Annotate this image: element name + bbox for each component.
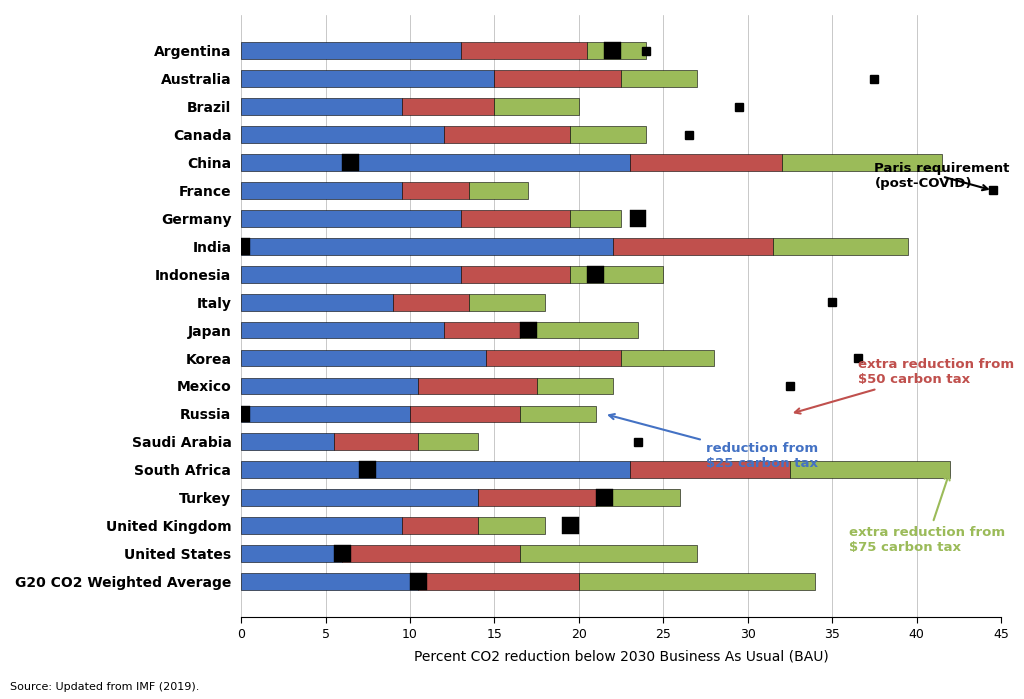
Bar (520, 322, 638, 338)
Bar (401, 182, 469, 199)
Bar (520, 545, 697, 562)
Bar (342, 154, 359, 171)
Bar (495, 71, 622, 87)
Bar (334, 433, 419, 450)
Bar (630, 210, 646, 226)
Bar (604, 43, 622, 59)
Bar (241, 489, 477, 506)
Bar (461, 43, 588, 59)
Bar (241, 461, 630, 478)
Bar (570, 210, 622, 226)
Bar (537, 377, 612, 394)
Bar (241, 71, 495, 87)
Bar (241, 433, 334, 450)
Bar (443, 127, 570, 143)
Bar (241, 182, 401, 199)
Bar (241, 405, 410, 422)
Text: extra reduction from
$50 carbon tax: extra reduction from $50 carbon tax (795, 358, 1014, 414)
Bar (241, 294, 393, 310)
Bar (401, 517, 477, 534)
Bar (630, 154, 781, 171)
Bar (241, 127, 443, 143)
Bar (410, 405, 520, 422)
Bar (469, 294, 545, 310)
Bar (334, 545, 351, 562)
Bar (419, 377, 537, 394)
Bar (241, 154, 630, 171)
Bar (241, 99, 401, 115)
Bar (443, 322, 520, 338)
Bar (630, 461, 790, 478)
Bar (241, 322, 443, 338)
Bar (419, 573, 579, 590)
Bar (241, 266, 461, 282)
Text: Paris requirement
(post-COVID): Paris requirement (post-COVID) (874, 162, 1010, 190)
Text: extra reduction from
$75 carbon tax: extra reduction from $75 carbon tax (849, 475, 1006, 554)
Bar (401, 99, 495, 115)
Bar (469, 182, 528, 199)
Bar (596, 489, 680, 506)
Bar (232, 238, 250, 254)
Bar (622, 71, 697, 87)
Bar (773, 238, 908, 254)
Bar (588, 266, 604, 282)
X-axis label: Percent CO2 reduction below 2030 Business As Usual (BAU): Percent CO2 reduction below 2030 Busines… (414, 649, 828, 663)
Bar (241, 545, 342, 562)
Bar (562, 517, 579, 534)
Bar (241, 573, 419, 590)
Bar (622, 350, 714, 366)
Bar (570, 127, 646, 143)
Bar (461, 210, 570, 226)
Bar (596, 489, 612, 506)
Bar (241, 517, 401, 534)
Bar (241, 377, 419, 394)
Bar (520, 405, 596, 422)
Bar (419, 433, 477, 450)
Bar (241, 210, 461, 226)
Bar (241, 43, 461, 59)
Bar (588, 43, 646, 59)
Bar (241, 238, 612, 254)
Bar (461, 266, 570, 282)
Text: Source: Updated from IMF (2019).: Source: Updated from IMF (2019). (10, 682, 200, 692)
Bar (612, 238, 773, 254)
Bar (486, 350, 622, 366)
Bar (781, 154, 942, 171)
Bar (477, 517, 545, 534)
Bar (342, 545, 520, 562)
Bar (359, 461, 376, 478)
Bar (410, 573, 427, 590)
Bar (495, 99, 579, 115)
Bar (241, 350, 486, 366)
Bar (520, 322, 537, 338)
Bar (477, 489, 596, 506)
Text: reduction from
$25 carbon tax: reduction from $25 carbon tax (609, 414, 817, 470)
Bar (579, 573, 815, 590)
Bar (232, 405, 250, 422)
Bar (393, 294, 469, 310)
Bar (790, 461, 950, 478)
Bar (570, 266, 664, 282)
